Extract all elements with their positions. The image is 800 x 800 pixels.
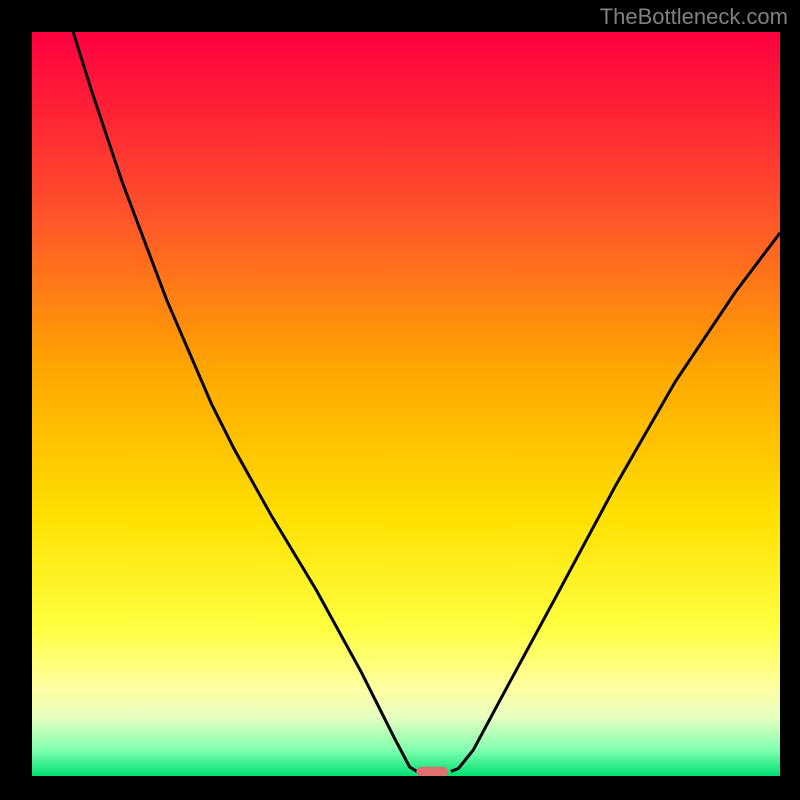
optimal-marker	[416, 766, 447, 776]
plot-area	[32, 32, 780, 776]
chart-frame: TheBottleneck.com	[0, 0, 800, 800]
watermark-text: TheBottleneck.com	[600, 4, 788, 30]
left-branch	[73, 32, 417, 772]
right-branch	[451, 233, 780, 772]
bottleneck-curve-svg	[32, 32, 780, 776]
